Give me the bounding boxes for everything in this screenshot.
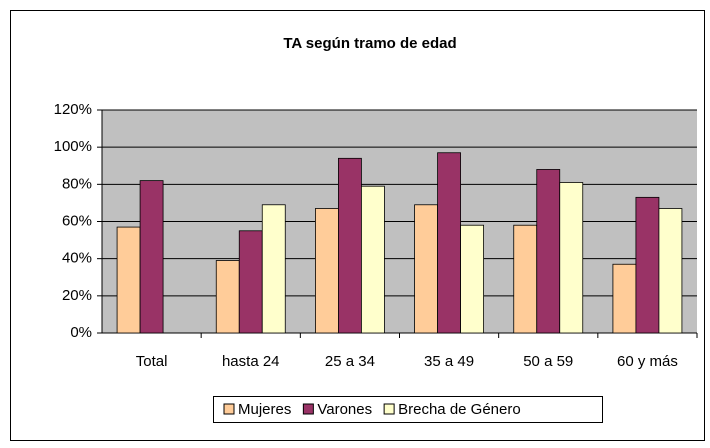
bar (513, 224, 538, 334)
x-tick-label: Total (136, 353, 168, 370)
legend-label: Brecha de Género (398, 401, 521, 418)
bar (635, 196, 660, 334)
x-tick-label: hasta 24 (222, 353, 280, 370)
y-tick-label: 60% (62, 212, 92, 229)
legend-box (213, 396, 603, 423)
bar (658, 208, 683, 334)
x-tick-label: 60 y más (617, 353, 678, 370)
x-tick-label: 25 a 34 (325, 353, 375, 370)
bar (338, 157, 362, 334)
bar (315, 208, 339, 334)
y-tick-label: 0% (70, 324, 92, 341)
legend-swatch (383, 403, 395, 415)
bar (215, 260, 240, 334)
x-tick-label: 35 a 49 (424, 353, 474, 370)
legend-swatch (223, 403, 235, 415)
bar (536, 169, 561, 334)
legend-swatch (302, 403, 314, 415)
bar (116, 226, 141, 334)
chart-title: TA según tramo de edad (283, 35, 456, 52)
bar (414, 204, 438, 334)
bar (139, 180, 164, 334)
y-tick-label: 40% (62, 250, 92, 267)
bar (261, 204, 286, 334)
y-tick-label: 20% (62, 287, 92, 304)
y-tick-label: 80% (62, 175, 92, 192)
x-tick-label: 50 a 59 (523, 353, 573, 370)
y-tick-label: 120% (54, 101, 92, 118)
bar (612, 263, 637, 334)
bar (559, 182, 584, 334)
bar (437, 152, 461, 334)
legend-label: Mujeres (238, 401, 291, 418)
bar (361, 185, 385, 334)
y-tick-label: 100% (54, 138, 92, 155)
legend-label: Varones (317, 401, 372, 418)
bar (238, 230, 263, 334)
bar (460, 224, 484, 334)
